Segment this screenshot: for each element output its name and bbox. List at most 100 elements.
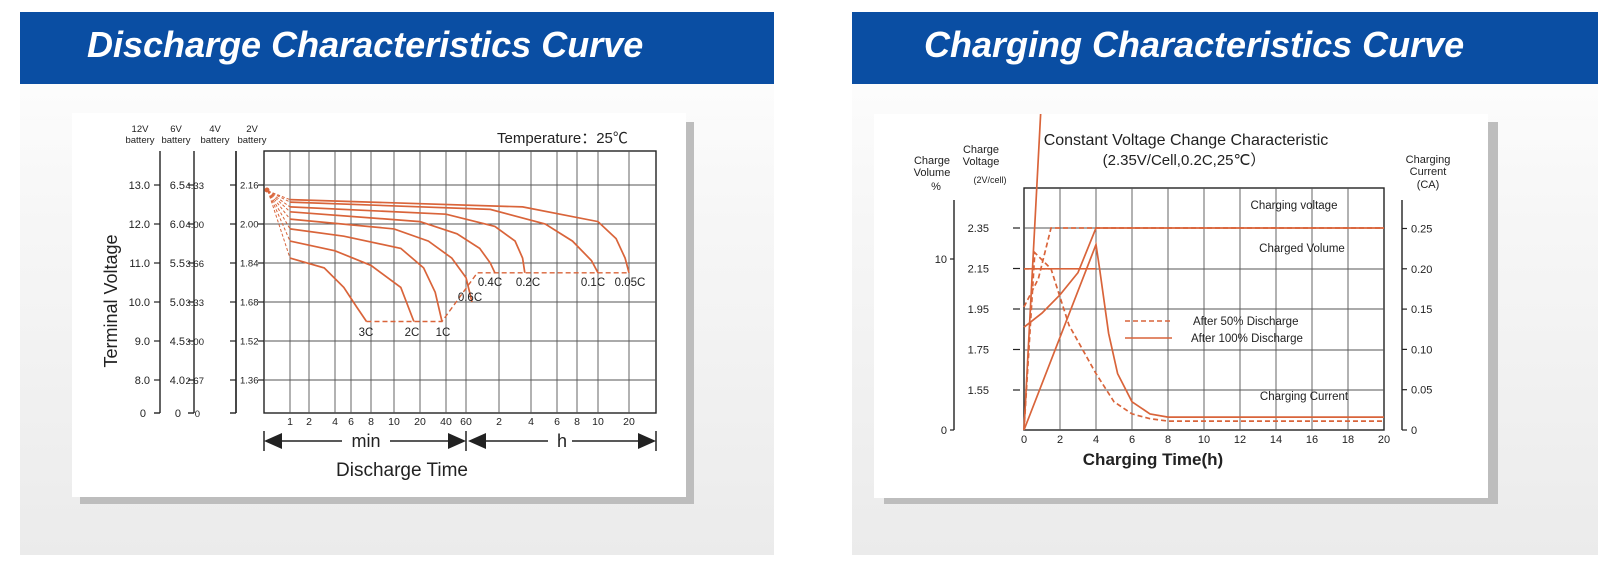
discharge-curve-0.05C [289, 198, 630, 274]
y-tick-label: 6.0 [170, 219, 185, 231]
volume-axis-header: Charge [914, 155, 950, 167]
y-tick-label: 8.0 [135, 375, 150, 387]
x-tick-label: 20 [414, 416, 426, 428]
discharge-start-dash [267, 190, 291, 213]
y-tick-label: 2.16 [240, 181, 259, 192]
y-tick-label: 0 [175, 408, 181, 420]
min-arrow-head-right [448, 433, 466, 449]
x-tick-label: 2 [496, 416, 502, 428]
charging-panel: Charging Characteristics Curve Constant … [852, 0, 1598, 555]
x-tick-label: 10 [592, 416, 604, 428]
x-tick-label: 8 [368, 416, 374, 428]
discharge-panel: Discharge Characteristics Curve Temperat… [20, 12, 774, 555]
legend-label-100: After 100% Discharge [1191, 333, 1303, 345]
voltage-tick-label: 1.95 [968, 304, 989, 316]
charging-x-tick-label: 2 [1057, 434, 1063, 446]
x-tick-label: 60 [460, 416, 472, 428]
y-tick-label: 1.36 [240, 376, 259, 387]
volume-tick-label: 10 [935, 254, 947, 266]
y-tick-label: 0 [140, 408, 146, 420]
discharge-start-dash [267, 190, 291, 208]
charging-curve [1023, 227, 1384, 328]
x-unit-h: h [557, 431, 567, 451]
y-axis-header-bottom: battery [161, 135, 190, 146]
discharge-curve-label: 0.6C [458, 292, 482, 304]
current-tick-label: 0 [1411, 425, 1417, 437]
discharge-plot-frame [263, 150, 657, 414]
y-tick-label: 1.52 [240, 337, 259, 348]
current-tick-label: 0.05 [1411, 385, 1432, 397]
y-axis-header-bottom: battery [200, 135, 229, 146]
discharge-start-point [264, 187, 270, 193]
h-arrow-head-right [638, 433, 656, 449]
discharge-curve-label: 0.4C [478, 277, 502, 289]
discharge-title: Discharge Characteristics Curve [87, 24, 644, 65]
y-tick-label: 11.0 [129, 258, 150, 270]
y-axis-header-top: 4V [209, 124, 221, 135]
current-axis-header: (CA) [1417, 179, 1440, 191]
charging-card: Constant Voltage Change Characteristic (2… [874, 0, 1488, 498]
charging-curve [1023, 250, 1384, 431]
x-tick-label: 10 [388, 416, 400, 428]
discharge-card: Temperature：25℃ 12V battery 13.0 12.0 11.0 10.… [72, 113, 686, 497]
x-tick-label: 8 [574, 416, 580, 428]
charging-x-tick-label: 4 [1093, 434, 1099, 446]
current-tick-label: 0.25 [1411, 224, 1432, 236]
discharge-curve-0.6C [289, 218, 473, 303]
y-tick-label: 1.68 [240, 298, 259, 309]
y-tick-label: 4.5 [170, 336, 185, 348]
y-tick-label: 4.33 [186, 181, 205, 192]
y-tick-label: 6.5 [170, 180, 185, 192]
discharge-start-dash [267, 190, 291, 201]
discharge-start-dash [267, 190, 291, 230]
charging-x-tick-label: 18 [1342, 434, 1354, 446]
discharge-ylabel: Terminal Voltage [101, 234, 121, 367]
x-tick-label: 1 [287, 416, 293, 428]
voltage-axis-header: (2V/cell) [973, 175, 1006, 185]
discharge-start-dash [267, 190, 291, 259]
discharge-temperature-label: Temperature：25℃ [497, 130, 628, 147]
discharge-curve-0.1C [289, 201, 599, 274]
min-arrow-head-left [264, 433, 282, 449]
discharge-curve-1C [289, 228, 443, 322]
charging-x-tick-label: 6 [1129, 434, 1135, 446]
charging-header: Charging Characteristics Curve [852, 12, 1598, 84]
end-voltage-line [366, 272, 629, 323]
charging-curve-label: Charging voltage [1251, 200, 1338, 212]
discharge-curve-label: 0.1C [581, 277, 605, 289]
y-tick-label: 0 [195, 409, 200, 420]
discharge-start-dash [267, 190, 291, 242]
discharge-xlabel: Discharge Time [336, 460, 468, 481]
charging-curve [1023, 241, 1384, 431]
discharge-chart: Temperature：25℃12Vbattery13.012.011.010.… [101, 124, 657, 481]
y-axis-header-top: 6V [170, 124, 182, 135]
discharge-start-dash [267, 190, 291, 203]
y-tick-label: 5.0 [170, 297, 185, 309]
y-axis-header-top: 12V [132, 124, 150, 135]
discharge-curve-3C [289, 257, 368, 322]
charging-x-tick-label: 0 [1021, 434, 1027, 446]
discharge-curve-label: 1C [436, 327, 451, 339]
discharge-header: Discharge Characteristics Curve [20, 12, 774, 84]
volume-axis-header: % [931, 181, 941, 193]
current-axis-header: Charging [1406, 154, 1451, 166]
y-tick-label: 3.33 [186, 298, 205, 309]
voltage-axis-header: Charge [963, 144, 999, 156]
charging-title: Charging Characteristics Curve [924, 24, 1465, 65]
discharge-curve-label: 3C [359, 327, 374, 339]
x-tick-label: 6 [554, 416, 560, 428]
charging-chart: Constant Voltage Change Characteristic (2… [914, 0, 1451, 469]
x-tick-label: 20 [623, 416, 635, 428]
discharge-curve-0.2C [289, 206, 526, 273]
y-tick-label: 1.84 [240, 259, 259, 270]
legend-label-50: After 50% Discharge [1193, 316, 1298, 328]
voltage-tick-label: 1.55 [968, 385, 989, 397]
y-axis-header-bottom: battery [237, 135, 266, 146]
y-tick-label: 13.0 [129, 180, 150, 192]
y-axis-header-top: 2V [246, 124, 258, 135]
charging-x-tick-label: 12 [1234, 434, 1246, 446]
y-tick-label: 9.0 [135, 336, 150, 348]
discharge-curve-label: 0.2C [516, 277, 540, 289]
charging-x-tick-label: 10 [1198, 434, 1210, 446]
y-tick-label: 2.67 [186, 376, 205, 387]
